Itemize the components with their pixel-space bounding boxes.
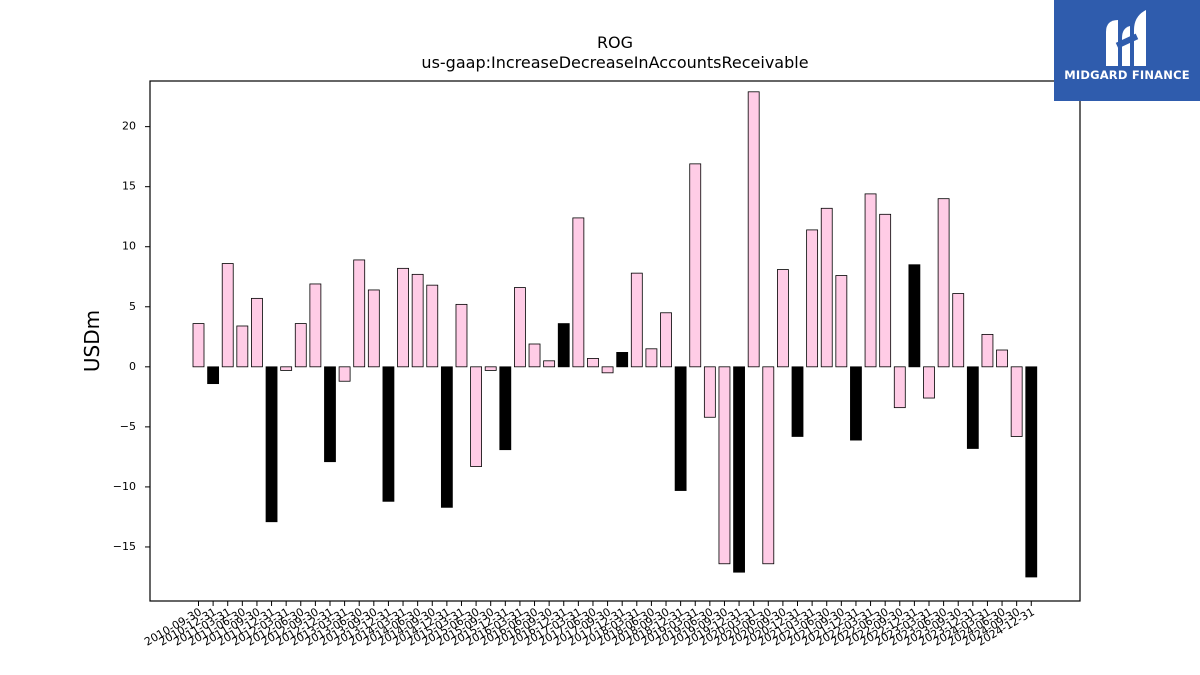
brand-logo: MIDGARD FINANCE xyxy=(1054,0,1200,101)
bar-2019-06-30 xyxy=(703,366,716,418)
y-tick-label: −10 xyxy=(113,480,136,493)
bar-2017-12-31 xyxy=(616,352,629,368)
bar-2016-09-30 xyxy=(543,360,556,368)
bar-2015-12-31 xyxy=(499,366,512,451)
bar-2011-03-31 xyxy=(221,263,234,368)
x-axis: 2010-09-302010-12-312011-03-312011-06-30… xyxy=(142,601,1037,649)
bar-2016-06-30 xyxy=(528,343,541,368)
bar-2017-09-30 xyxy=(601,366,614,374)
y-tick-label: 5 xyxy=(129,300,136,313)
bar-2013-12-31 xyxy=(382,366,395,502)
bar-2022-12-31 xyxy=(908,264,921,368)
plot-frame xyxy=(149,80,1081,602)
bar-2013-09-30 xyxy=(367,289,380,368)
bars xyxy=(192,91,1038,578)
bar-2011-06-30 xyxy=(236,325,249,368)
bar-2021-12-31 xyxy=(850,366,862,441)
bar-2020-12-31 xyxy=(791,366,804,437)
bar-2024-12-31 xyxy=(1025,366,1038,578)
bar-2011-09-30 xyxy=(251,297,263,368)
midgard-logo-icon xyxy=(1106,10,1146,66)
bar-2022-03-31 xyxy=(864,193,877,368)
bar-2018-12-31 xyxy=(674,366,687,491)
y-tick-label: 10 xyxy=(122,240,136,253)
bar-2015-03-31 xyxy=(455,303,468,368)
y-tick-label: −5 xyxy=(120,420,136,433)
bar-2023-06-30 xyxy=(937,198,950,368)
bar-2022-09-30 xyxy=(893,366,906,409)
bar-2020-06-30 xyxy=(762,366,775,565)
y-tick-label: 20 xyxy=(122,120,136,133)
bar-2019-09-30 xyxy=(718,366,731,565)
bar-2010-09-30 xyxy=(192,323,205,368)
bar-2011-12-31 xyxy=(265,366,278,523)
bar-2014-12-31 xyxy=(440,366,453,508)
bar-2010-12-31 xyxy=(207,366,220,385)
y-axis: −15 −10 −5 0 5 10 15 20 xyxy=(113,120,150,553)
bar-2024-09-30 xyxy=(1010,366,1023,437)
bar-2018-06-30 xyxy=(645,348,658,368)
y-tick-label: 15 xyxy=(122,180,136,193)
bar-2015-09-30 xyxy=(484,366,497,371)
bar-2012-06-30 xyxy=(294,323,307,368)
bar-2022-06-30 xyxy=(879,213,892,368)
bar-2021-09-30 xyxy=(835,275,848,368)
bar-2021-06-30 xyxy=(820,207,833,368)
bar-2023-09-30 xyxy=(952,293,965,368)
bar-2018-09-30 xyxy=(660,312,672,368)
bar-2018-03-31 xyxy=(630,272,643,368)
bar-2017-03-31 xyxy=(572,217,585,368)
bar-2023-03-31 xyxy=(923,366,935,399)
bar-2014-09-30 xyxy=(426,284,439,368)
bar-2024-06-30 xyxy=(996,349,1008,368)
brand-name: MIDGARD FINANCE xyxy=(1064,68,1190,82)
bar-2013-03-31 xyxy=(338,366,351,382)
y-tick-label: 0 xyxy=(129,360,136,373)
bar-2014-06-30 xyxy=(411,273,424,368)
bar-2015-06-30 xyxy=(470,366,482,467)
bar-2012-12-31 xyxy=(324,366,336,463)
bar-2014-03-31 xyxy=(397,267,409,368)
y-tick-label: −15 xyxy=(113,540,136,553)
chart-title: ROG xyxy=(597,33,633,52)
y-axis-label: USDm xyxy=(80,310,104,372)
bar-2024-03-31 xyxy=(981,333,994,368)
bar-2017-06-30 xyxy=(587,358,599,368)
bar-2012-09-30 xyxy=(309,283,322,368)
bar-2019-03-31 xyxy=(689,163,702,368)
chart-subtitle: us-gaap:IncreaseDecreaseInAccountsReceiv… xyxy=(421,53,808,72)
bar-2021-03-31 xyxy=(806,229,819,368)
bar-2019-12-31 xyxy=(733,366,745,573)
bar-2020-09-30 xyxy=(777,269,789,368)
bar-2020-03-31 xyxy=(747,91,760,368)
bar-2016-12-31 xyxy=(557,323,570,368)
bar-2023-12-31 xyxy=(966,366,979,449)
bar-2013-06-30 xyxy=(353,259,366,368)
bar-2012-03-31 xyxy=(280,366,293,371)
bar-2016-03-31 xyxy=(514,287,526,368)
